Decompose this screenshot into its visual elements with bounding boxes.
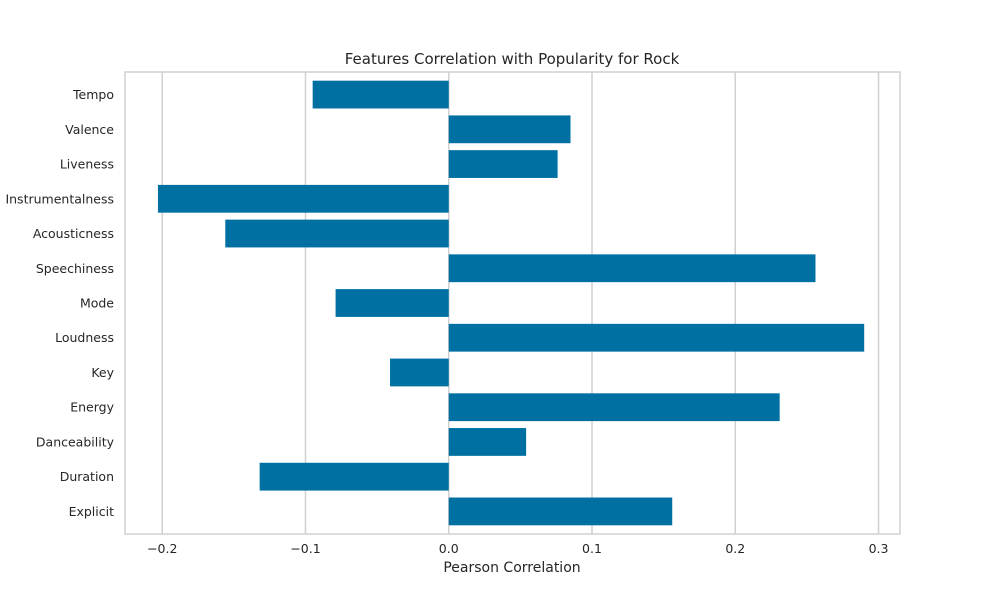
x-axis-label: Pearson Correlation (443, 560, 580, 576)
bar-key (390, 358, 449, 387)
y-tick-label: Valence (65, 122, 114, 137)
y-tick-label: Speechiness (36, 261, 114, 276)
x-tick-label: 0.2 (725, 541, 745, 556)
x-tick-label: 0.3 (869, 541, 889, 556)
chart-title: Features Correlation with Popularity for… (345, 50, 680, 68)
x-tick-label: −0.2 (147, 541, 177, 556)
x-tick-label: 0.1 (582, 541, 602, 556)
bar-liveness (448, 150, 558, 178)
bar-explicit (448, 497, 673, 526)
bar-loudness (448, 323, 865, 352)
y-tick-label: Duration (60, 469, 114, 484)
bar-instrumentalness (157, 184, 449, 213)
x-tick-labels: −0.2 −0.1 0.0 0.1 0.2 0.3 (147, 541, 888, 556)
x-tick-label: −0.1 (290, 541, 320, 556)
bar-duration (259, 462, 449, 491)
x-tick-label: 0.0 (439, 541, 459, 556)
y-tick-label: Liveness (60, 157, 114, 172)
bar-energy (448, 393, 780, 422)
y-tick-label: Tempo (72, 87, 114, 102)
y-tick-label: Mode (80, 296, 114, 311)
bar-mode (335, 289, 449, 317)
y-tick-label: Instrumentalness (5, 191, 114, 206)
y-tick-labels: Tempo Valence Liveness Instrumentalness Acou… (5, 87, 114, 519)
y-tick-label: Key (91, 365, 114, 380)
bar-danceability (448, 428, 527, 456)
y-tick-label: Acousticness (33, 226, 114, 241)
y-tick-label: Energy (70, 400, 114, 415)
bar-speechiness (448, 254, 816, 283)
y-tick-label: Danceability (36, 434, 115, 449)
bar-tempo (312, 80, 449, 109)
bars (157, 80, 865, 526)
bar-valence (448, 115, 571, 144)
bar-acousticness (225, 219, 449, 248)
y-tick-label: Loudness (55, 330, 114, 345)
y-tick-label: Explicit (69, 504, 115, 519)
plot-frame (124, 71, 901, 535)
